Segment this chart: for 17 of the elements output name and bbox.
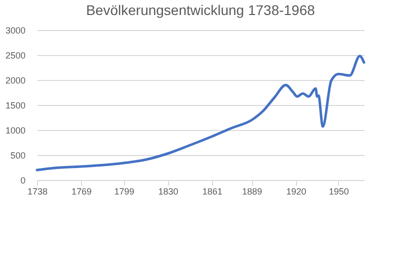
chart-title: Bevölkerungsentwicklung 1738-1968 <box>86 2 316 18</box>
x-tick-label: 1861 <box>202 186 222 196</box>
x-tick-label: 1830 <box>158 186 178 196</box>
y-tick-label: 0 <box>20 176 26 186</box>
x-tick-label: 1950 <box>328 186 349 196</box>
x-tick-label: 1920 <box>286 186 306 196</box>
y-tick-label: 500 <box>10 150 26 160</box>
y-tick-label: 2000 <box>5 76 26 86</box>
line-series <box>36 54 366 172</box>
x-tick-label: 1769 <box>72 186 92 196</box>
y-tick-label: 1000 <box>5 126 26 136</box>
x-tick-label: 1738 <box>27 186 48 196</box>
y-tick-label: 3000 <box>5 26 26 36</box>
x-tick-label: 1889 <box>242 186 262 196</box>
y-tick-label: 2500 <box>5 50 26 60</box>
x-tick-label: 1799 <box>114 186 134 196</box>
y-tick-label: 1500 <box>5 100 26 110</box>
